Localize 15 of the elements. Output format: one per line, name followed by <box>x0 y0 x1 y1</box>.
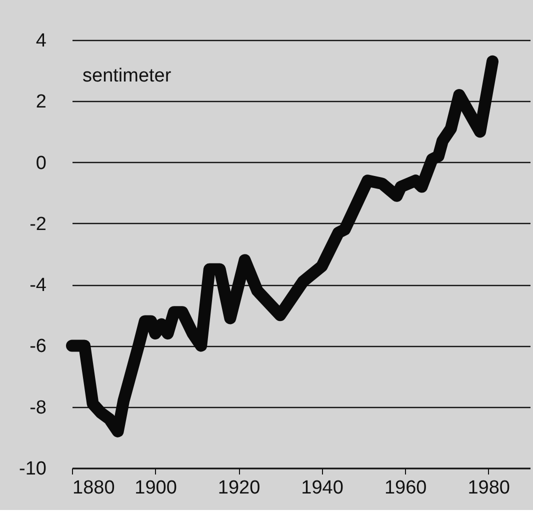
y-tick-label: 0 <box>36 152 46 174</box>
x-tick-label: 1960 <box>384 478 427 498</box>
x-tick-label: 1900 <box>134 478 177 498</box>
y-tick-label: -2 <box>30 214 46 235</box>
y-tick-label: -8 <box>30 397 46 418</box>
y-axis-title: sentimeter <box>82 66 172 86</box>
x-tick-label: 1880 <box>72 478 115 498</box>
x-tick-label: 1920 <box>218 478 260 498</box>
y-tick-label: -6 <box>30 336 46 358</box>
y-tick-label: 4 <box>36 30 47 52</box>
x-tick-label: 1940 <box>301 478 344 498</box>
y-tick-label: 2 <box>36 92 46 113</box>
x-tick-label: 1980 <box>468 478 510 498</box>
y-tick-label: -10 <box>19 458 46 480</box>
y-tick-label: -4 <box>30 275 47 296</box>
